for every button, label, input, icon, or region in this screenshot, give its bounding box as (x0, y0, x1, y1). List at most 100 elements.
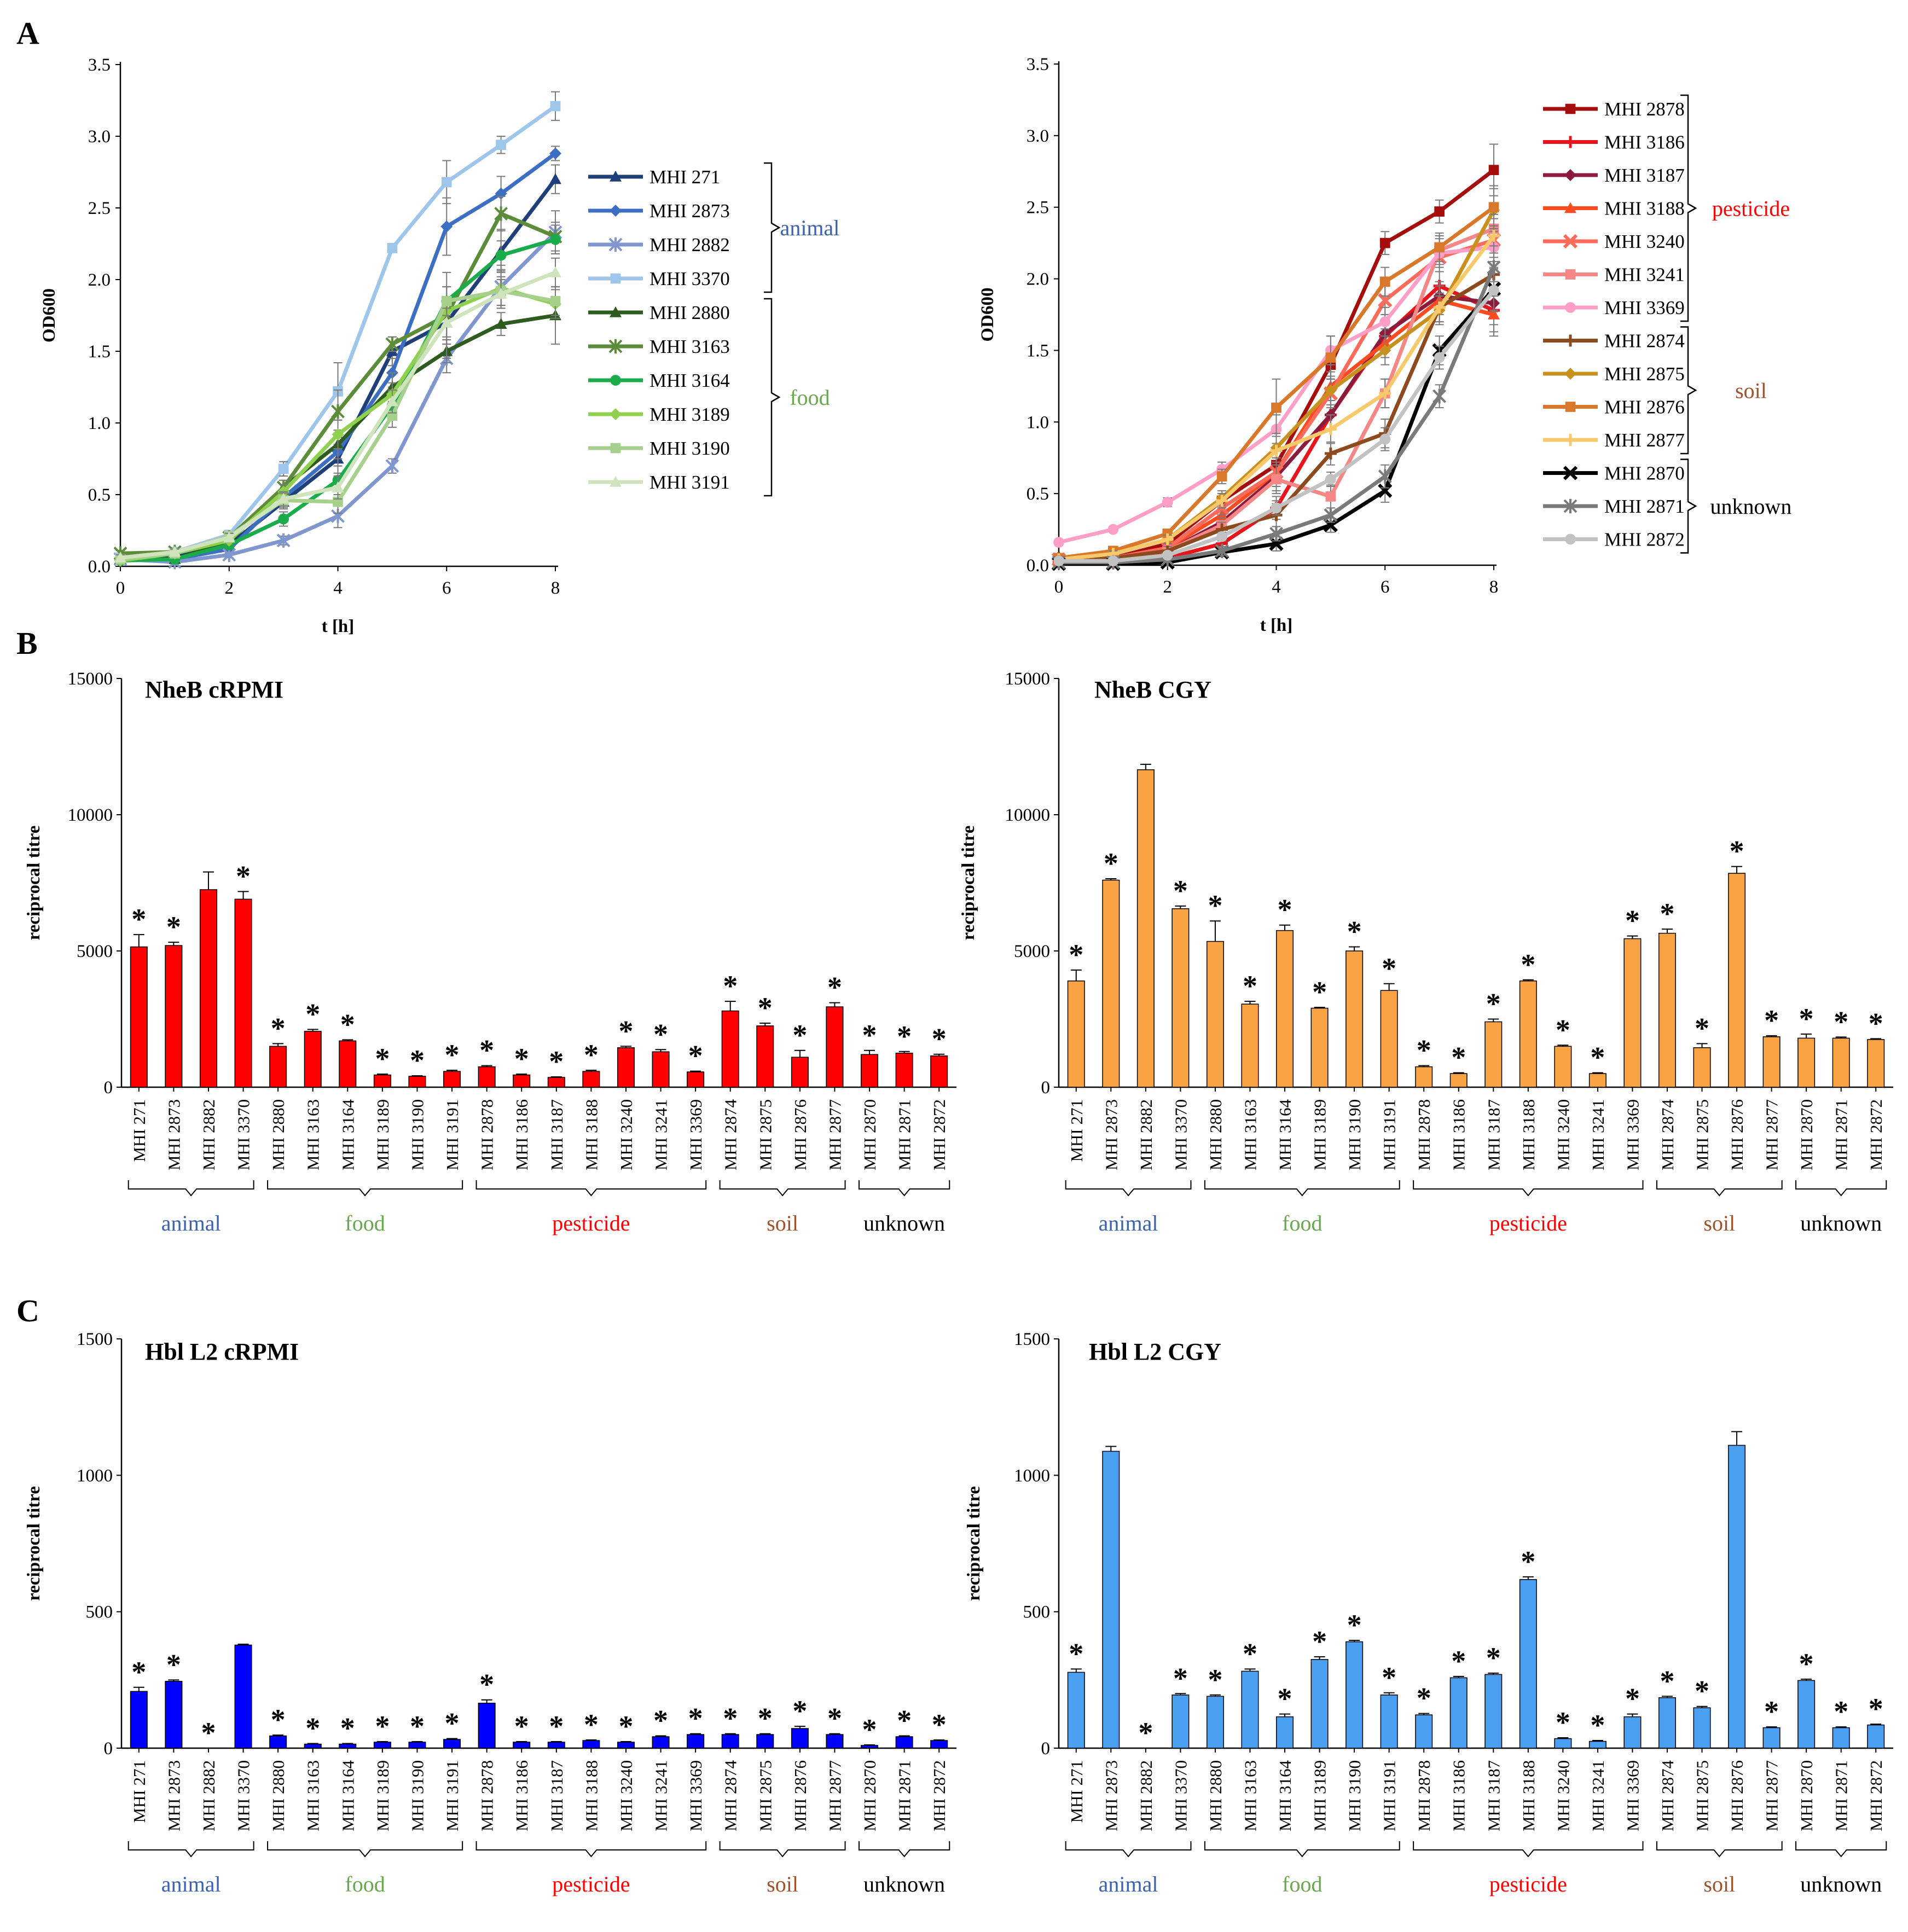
category-label: MHI 3191 (443, 1099, 462, 1170)
category-label: MHI 3241 (1588, 1099, 1608, 1170)
legend-entry: MHI 3241 (1543, 264, 1685, 286)
bar (1241, 1003, 1259, 1088)
y-axis-label: reciprocal titre (964, 1486, 984, 1601)
significance-star: * (584, 1038, 599, 1071)
category-label: MHI 2872 (930, 1099, 949, 1170)
legend-label: MHI 271 (649, 166, 720, 188)
data-point (1216, 495, 1228, 507)
group-bracket (858, 1180, 950, 1197)
group-bracket (267, 1841, 463, 1858)
data-point (549, 266, 561, 277)
data-point (550, 101, 561, 112)
x-tick-label: 6 (442, 578, 451, 598)
legend-entry: MHI 3240 (1543, 231, 1685, 252)
legend-label: MHI 3163 (649, 336, 730, 357)
data-point (1053, 555, 1064, 567)
bar (1172, 908, 1190, 1088)
category-label: MHI 3187 (547, 1099, 566, 1170)
y-tick-label: 0 (1041, 1739, 1051, 1759)
bar (895, 1053, 913, 1088)
nheb-crpmi-bar-chart: 0 5000 10000 15000 reciprocal titre NheB cRPM… (24, 669, 956, 1235)
category-label: MHI 3240 (1553, 1760, 1573, 1831)
group-label: soil (1703, 1872, 1735, 1896)
bar (687, 1071, 705, 1088)
growth-curve-chart-right: 0.0 0.5 1.0 1.5 2.0 2.5 3.0 3.5 0 2 4 6 8 t [h] OD600 M… (978, 55, 1791, 635)
error-bar (829, 1002, 840, 1007)
category-label: MHI 3190 (1345, 1760, 1364, 1831)
bar (826, 1734, 844, 1749)
bar (304, 1031, 322, 1088)
data-point (223, 531, 235, 543)
y-axis-label: OD600 (978, 288, 998, 342)
category-label: MHI 3240 (617, 1760, 636, 1831)
bar (582, 1071, 600, 1088)
legend-entry: MHI 3191 (588, 472, 730, 493)
y-tick-label: 0.5 (88, 485, 111, 505)
bar (373, 1074, 391, 1088)
bar (165, 945, 183, 1088)
error-bar (446, 1070, 458, 1072)
bar (1797, 1037, 1816, 1088)
error-bar (898, 1735, 910, 1737)
bar (756, 1734, 774, 1749)
data-point (1162, 496, 1173, 508)
error-bar (1731, 1431, 1743, 1446)
data-point (1323, 518, 1338, 532)
legend-entry: MHI 3164 (588, 370, 730, 391)
bar (1484, 1021, 1503, 1088)
significance-star: * (340, 1008, 355, 1041)
significance-star: * (862, 1019, 877, 1052)
category-label: MHI 2882 (1136, 1099, 1156, 1170)
category-label: MHI 2876 (791, 1760, 810, 1831)
x-tick-label: 6 (1381, 577, 1390, 597)
data-point (332, 428, 344, 440)
legend-group-label: soil (1735, 378, 1767, 403)
legend-label: MHI 2877 (1604, 430, 1685, 451)
significance-star: * (792, 1695, 807, 1727)
hbl-cgy-bar-chart: 0 500 1000 1500 reciprocal titre Hbl L2 CGY * M… (964, 1330, 1893, 1896)
group-label: unknown (1800, 1211, 1882, 1235)
bar (1415, 1066, 1433, 1088)
bar (1310, 1007, 1329, 1088)
y-axis-label: reciprocal titre (24, 1486, 44, 1601)
y-tick-label: 500 (1023, 1603, 1051, 1622)
error-bar (272, 1043, 284, 1047)
data-point (1379, 276, 1390, 287)
group-bracket (1656, 1180, 1783, 1197)
category-label: MHI 2872 (1866, 1760, 1886, 1831)
bar (1102, 1451, 1120, 1749)
category-label: MHI 2873 (164, 1099, 183, 1170)
category-label: MHI 3163 (304, 1099, 323, 1170)
bar (1693, 1707, 1711, 1749)
group-bracket (1065, 1841, 1192, 1858)
series-mhi-2872 (1053, 268, 1499, 567)
data-point (1216, 471, 1227, 482)
data-point (495, 318, 507, 329)
legend-swatch-marker (608, 237, 623, 252)
category-label: MHI 3188 (1519, 1099, 1538, 1170)
bar (791, 1057, 809, 1088)
bar (1519, 980, 1537, 1088)
bar (1102, 879, 1120, 1088)
significance-star: * (1625, 904, 1640, 937)
category-label: MHI 3370 (1171, 1099, 1190, 1170)
category-label: MHI 2874 (1658, 1099, 1677, 1171)
chart-title: NheB cRPMI (145, 676, 283, 703)
data-point (278, 513, 289, 525)
significance-star: * (1451, 1645, 1466, 1678)
category-label: MHI 3190 (1345, 1099, 1364, 1170)
y-tick-label: 10000 (1005, 805, 1051, 825)
category-label: MHI 3186 (512, 1760, 531, 1831)
significance-star: * (1243, 970, 1257, 1002)
significance-star: * (1208, 889, 1222, 922)
significance-star: * (1138, 1716, 1153, 1749)
error-bar (1696, 1043, 1708, 1048)
legend-entry: MHI 3188 (1543, 198, 1685, 219)
bar (130, 1691, 148, 1749)
significance-star: * (1069, 938, 1083, 971)
legend-label: MHI 3191 (649, 472, 730, 493)
legend-group-label: pesticide (1712, 196, 1790, 221)
significance-star: * (1104, 847, 1118, 880)
y-tick-label: 10000 (68, 805, 113, 825)
category-label: MHI 3164 (1275, 1099, 1295, 1171)
